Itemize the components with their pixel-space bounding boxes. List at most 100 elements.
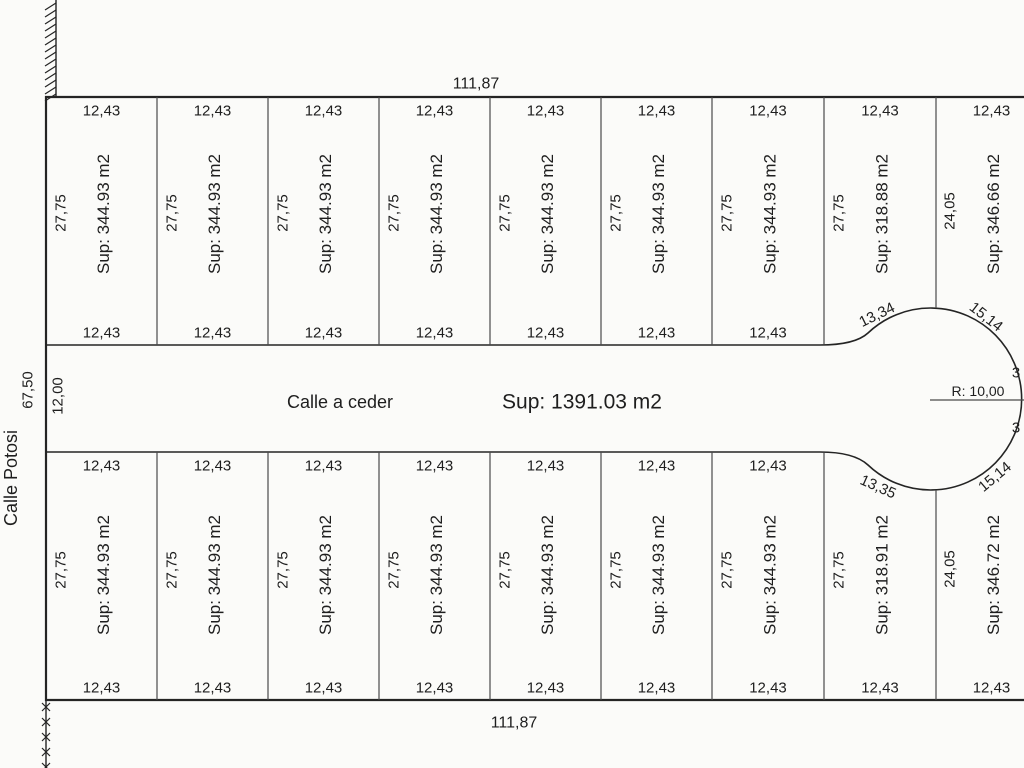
hatch-tick (44, 51, 57, 60)
parcel-street-dim: 12,43 (527, 458, 565, 475)
parcel-depth-dim: 27,75 (608, 551, 625, 589)
boundary-hatch-ticks (44, 2, 57, 102)
hatch-tick (44, 37, 57, 46)
parcel-frontage-dim: 12,43 (305, 680, 343, 697)
parcel-area-label: Sup: 344.93 m2 (94, 154, 113, 274)
parcel-area-label: Sup: 346.72 m2 (984, 515, 1003, 635)
culdesac-radius-label: R: 10,00 (952, 383, 1005, 399)
parcel-street-dim: 12,43 (749, 325, 787, 342)
parcel-depth-dim: 24,05 (942, 550, 959, 588)
parcel-frontage-dim: 12,43 (83, 103, 121, 120)
street-name-label: Calle a ceder (287, 392, 393, 412)
parcel-area-label: Sup: 344.93 m2 (316, 154, 335, 274)
fence-x-mark (41, 747, 51, 757)
parcel-frontage-dim: 12,43 (194, 680, 232, 697)
parcel-frontage-dim: 12,43 (416, 680, 454, 697)
parcel-area-label: Sup: 318.91 m2 (873, 515, 892, 635)
street-area-label: Sup: 1391.03 m2 (502, 391, 662, 414)
parcel-frontage-dim: 12,43 (749, 680, 787, 697)
parcel-street-dim: 12,43 (416, 458, 454, 475)
parcel-curve-dim: 15,14 (966, 299, 1006, 336)
parcel-area-label: Sup: 344.93 m2 (761, 515, 780, 635)
fence-x-mark (41, 717, 51, 727)
parcel-frontage-dim: 12,43 (749, 103, 787, 120)
parcel-area-label: Sup: 344.93 m2 (538, 515, 557, 635)
parcel-frontage-dim: 12,43 (973, 680, 1011, 697)
parcel-divider-lines (156, 97, 937, 700)
parcel-depth-dim: 27,75 (497, 194, 514, 232)
parcel-area-label: Sup: 344.93 m2 (761, 154, 780, 274)
hatch-tick (44, 16, 57, 25)
parcel-depth-dim: 27,75 (275, 551, 292, 589)
parcel-area-label: Sup: 344.93 m2 (649, 154, 668, 274)
street-width-dim: 12,00 (50, 377, 67, 415)
parcel-frontage-dim: 12,43 (416, 103, 454, 120)
parcel-frontage-dim: 12,43 (861, 680, 899, 697)
parcel-depth-dim: 27,75 (386, 551, 403, 589)
parcel-depth-dim: 24,05 (942, 192, 959, 230)
parcel-frontage-dim: 12,43 (305, 103, 343, 120)
hatch-tick (44, 44, 57, 53)
hatch-tick (44, 79, 57, 88)
parcel-street-dim: 12,43 (83, 458, 121, 475)
parcel-depth-dim: 27,75 (608, 194, 625, 232)
hatch-tick (44, 86, 57, 95)
hatch-tick (44, 65, 57, 74)
parcel-depth-dim: 27,75 (386, 194, 403, 232)
parcel-depth-dim: 27,75 (831, 194, 848, 232)
parcel-curve-dim: 13,35 (857, 472, 898, 503)
parcel-street-dim: 12,43 (194, 325, 232, 342)
plan-labels: 12,43 12,43 27,75 Sup: 344.93 m2 12,43 12,43 2… (1, 76, 1020, 732)
parcel-area-label: Sup: 344.93 m2 (205, 515, 224, 635)
fence-x-mark (41, 702, 51, 712)
hatch-tick (44, 23, 57, 32)
parcel-street-dim: 12,43 (83, 325, 121, 342)
parcel-area-label: Sup: 344.93 m2 (538, 154, 557, 274)
parcel-frontage-dim: 12,43 (861, 103, 899, 120)
fence-x-mark (44, 762, 51, 768)
parcel-frontage-dim: 12,43 (973, 103, 1011, 120)
parcel-frontage-dim: 12,43 (527, 680, 565, 697)
parcel-frontage-dim: 12,43 (638, 103, 676, 120)
parcel-street-dim: 12,43 (194, 458, 232, 475)
parcel-area-label: Sup: 346.66 m2 (984, 154, 1003, 274)
hatch-tick (44, 9, 57, 18)
parcel-area-label: Sup: 344.93 m2 (316, 515, 335, 635)
parcel-depth-dim: 27,75 (719, 194, 736, 232)
parcel-depth-dim: 27,75 (164, 194, 181, 232)
parcel-area-label: Sup: 344.93 m2 (205, 154, 224, 274)
clipped-edge-dim: 3 (1012, 365, 1020, 382)
parcel-depth-dim: 27,75 (831, 551, 848, 589)
parcel-area-label: Sup: 344.93 m2 (427, 154, 446, 274)
parcel-street-dim: 12,43 (305, 458, 343, 475)
street-and-culdesac-outline (46, 307, 1023, 491)
parcel-street-dim: 12,43 (749, 458, 787, 475)
fence-x-marks (41, 702, 51, 768)
parcel-frontage-dim: 12,43 (83, 680, 121, 697)
overall-bottom-dim: 111,87 (491, 715, 538, 732)
parcel-frontage-dim: 12,43 (527, 103, 565, 120)
parcel-frontage-dim: 12,43 (638, 680, 676, 697)
parcel-area-label: Sup: 344.93 m2 (427, 515, 446, 635)
parcel-depth-dim: 27,75 (497, 551, 514, 589)
hatch-tick (44, 58, 57, 67)
hatch-tick (44, 72, 57, 81)
property-boundary-line (44, 95, 1024, 702)
parcel-area-label: Sup: 318.88 m2 (873, 154, 892, 274)
hatch-tick (44, 2, 57, 11)
parcel-depth-dim: 27,75 (164, 551, 181, 589)
parcel-street-dim: 12,43 (305, 325, 343, 342)
clipped-edge-dim: 3 (1012, 420, 1020, 437)
hatch-tick (44, 93, 57, 102)
parcel-street-dim: 12,43 (638, 458, 676, 475)
parcel-street-dim: 12,43 (638, 325, 676, 342)
adjacent-street-name: Calle Potosi (1, 430, 21, 526)
fence-x-mark (41, 732, 51, 742)
parcel-depth-dim: 27,75 (53, 551, 70, 589)
parcel-street-dim: 12,43 (527, 325, 565, 342)
parcel-area-label: Sup: 344.93 m2 (649, 515, 668, 635)
parcel-depth-dim: 27,75 (53, 194, 70, 232)
parcel-depth-dim: 27,75 (719, 551, 736, 589)
